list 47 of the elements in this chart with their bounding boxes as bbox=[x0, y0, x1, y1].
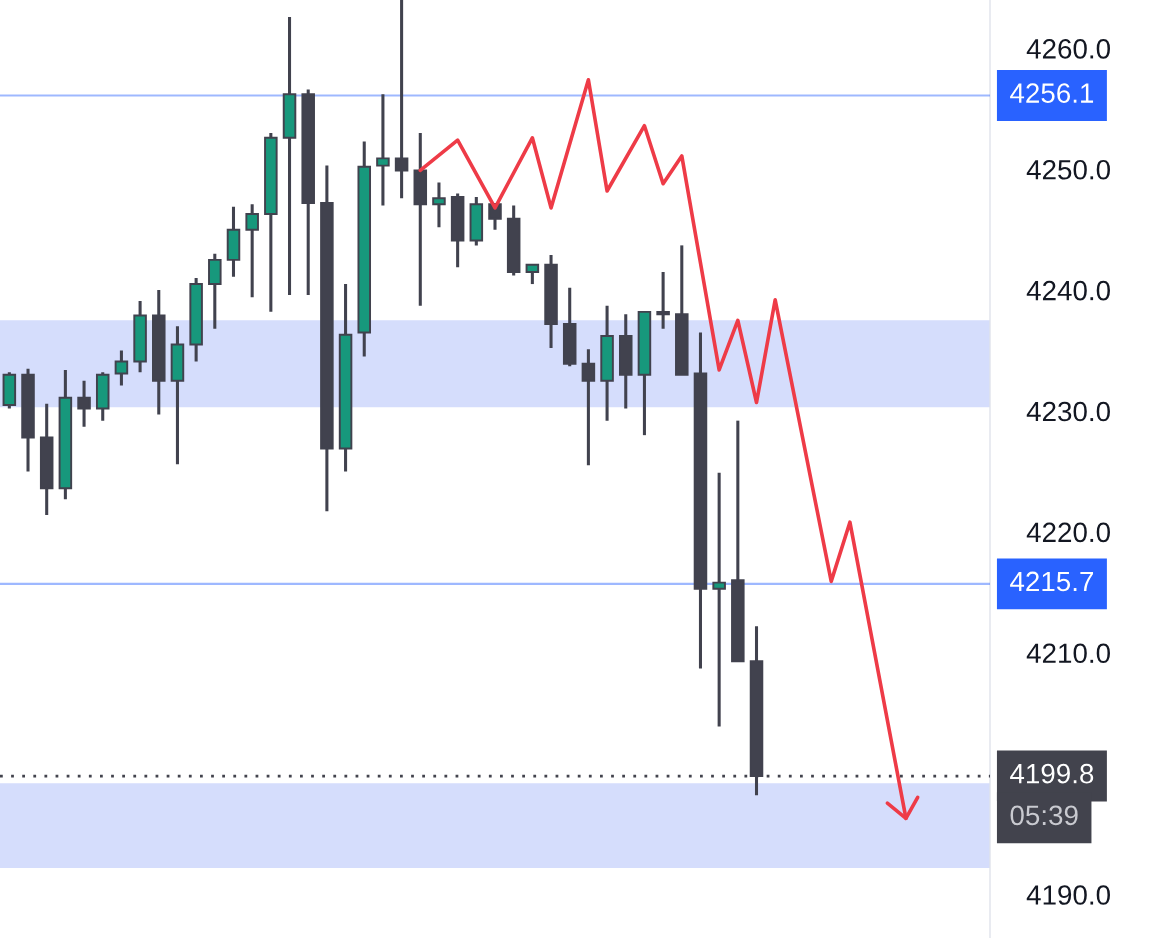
candlestick bbox=[77, 380, 91, 427]
candlestick bbox=[618, 314, 633, 409]
candlestick bbox=[450, 193, 465, 268]
candlestick bbox=[749, 626, 764, 796]
candlestick bbox=[133, 300, 147, 373]
candlestick bbox=[58, 369, 73, 500]
candlestick bbox=[301, 89, 315, 295]
y-tick-label: 4250.0 bbox=[1026, 159, 1110, 180]
candlestick bbox=[226, 206, 241, 277]
candlestick bbox=[712, 472, 726, 727]
candlestick bbox=[170, 326, 185, 465]
candlestick bbox=[189, 278, 203, 362]
ref-line-label: 4199.8 bbox=[1010, 763, 1094, 784]
candlestick bbox=[506, 205, 521, 276]
candlestick bbox=[656, 271, 670, 329]
candlestick bbox=[731, 420, 745, 663]
y-tick-label: 4240.0 bbox=[1026, 280, 1110, 301]
candlestick bbox=[413, 132, 428, 306]
candlestick bbox=[320, 165, 334, 512]
candlestick bbox=[544, 255, 558, 349]
candlestick bbox=[357, 141, 372, 357]
candlestick bbox=[581, 349, 596, 466]
candlestick bbox=[394, 0, 409, 199]
candlestick bbox=[376, 94, 390, 206]
candlestick bbox=[338, 284, 353, 472]
candlestick bbox=[245, 204, 259, 298]
text: 05:39 bbox=[1010, 805, 1078, 826]
candlestick bbox=[114, 350, 129, 386]
y-tick-label: 4210.0 bbox=[1026, 643, 1110, 664]
candlestick bbox=[600, 305, 614, 421]
y-tick-label: 4220.0 bbox=[1026, 522, 1110, 543]
candlestick bbox=[152, 290, 166, 415]
candlestick bbox=[264, 132, 278, 312]
candlestick bbox=[282, 16, 297, 295]
y-tick-label: 4190.0 bbox=[1026, 885, 1110, 905]
ref-line-label: 4256.1 bbox=[1010, 83, 1094, 103]
candlestick bbox=[21, 368, 35, 472]
candlestick bbox=[432, 182, 446, 228]
candlestick bbox=[208, 253, 222, 329]
candlestick bbox=[562, 287, 577, 367]
candlestick bbox=[693, 332, 708, 669]
ref-line-label: 4215.7 bbox=[1010, 571, 1094, 592]
candlestick bbox=[39, 403, 54, 515]
candlestick bbox=[675, 245, 689, 376]
candlestick bbox=[637, 310, 652, 436]
y-tick-label: 4230.0 bbox=[1026, 401, 1110, 422]
y-tick-label: 4260.0 bbox=[1026, 39, 1110, 59]
